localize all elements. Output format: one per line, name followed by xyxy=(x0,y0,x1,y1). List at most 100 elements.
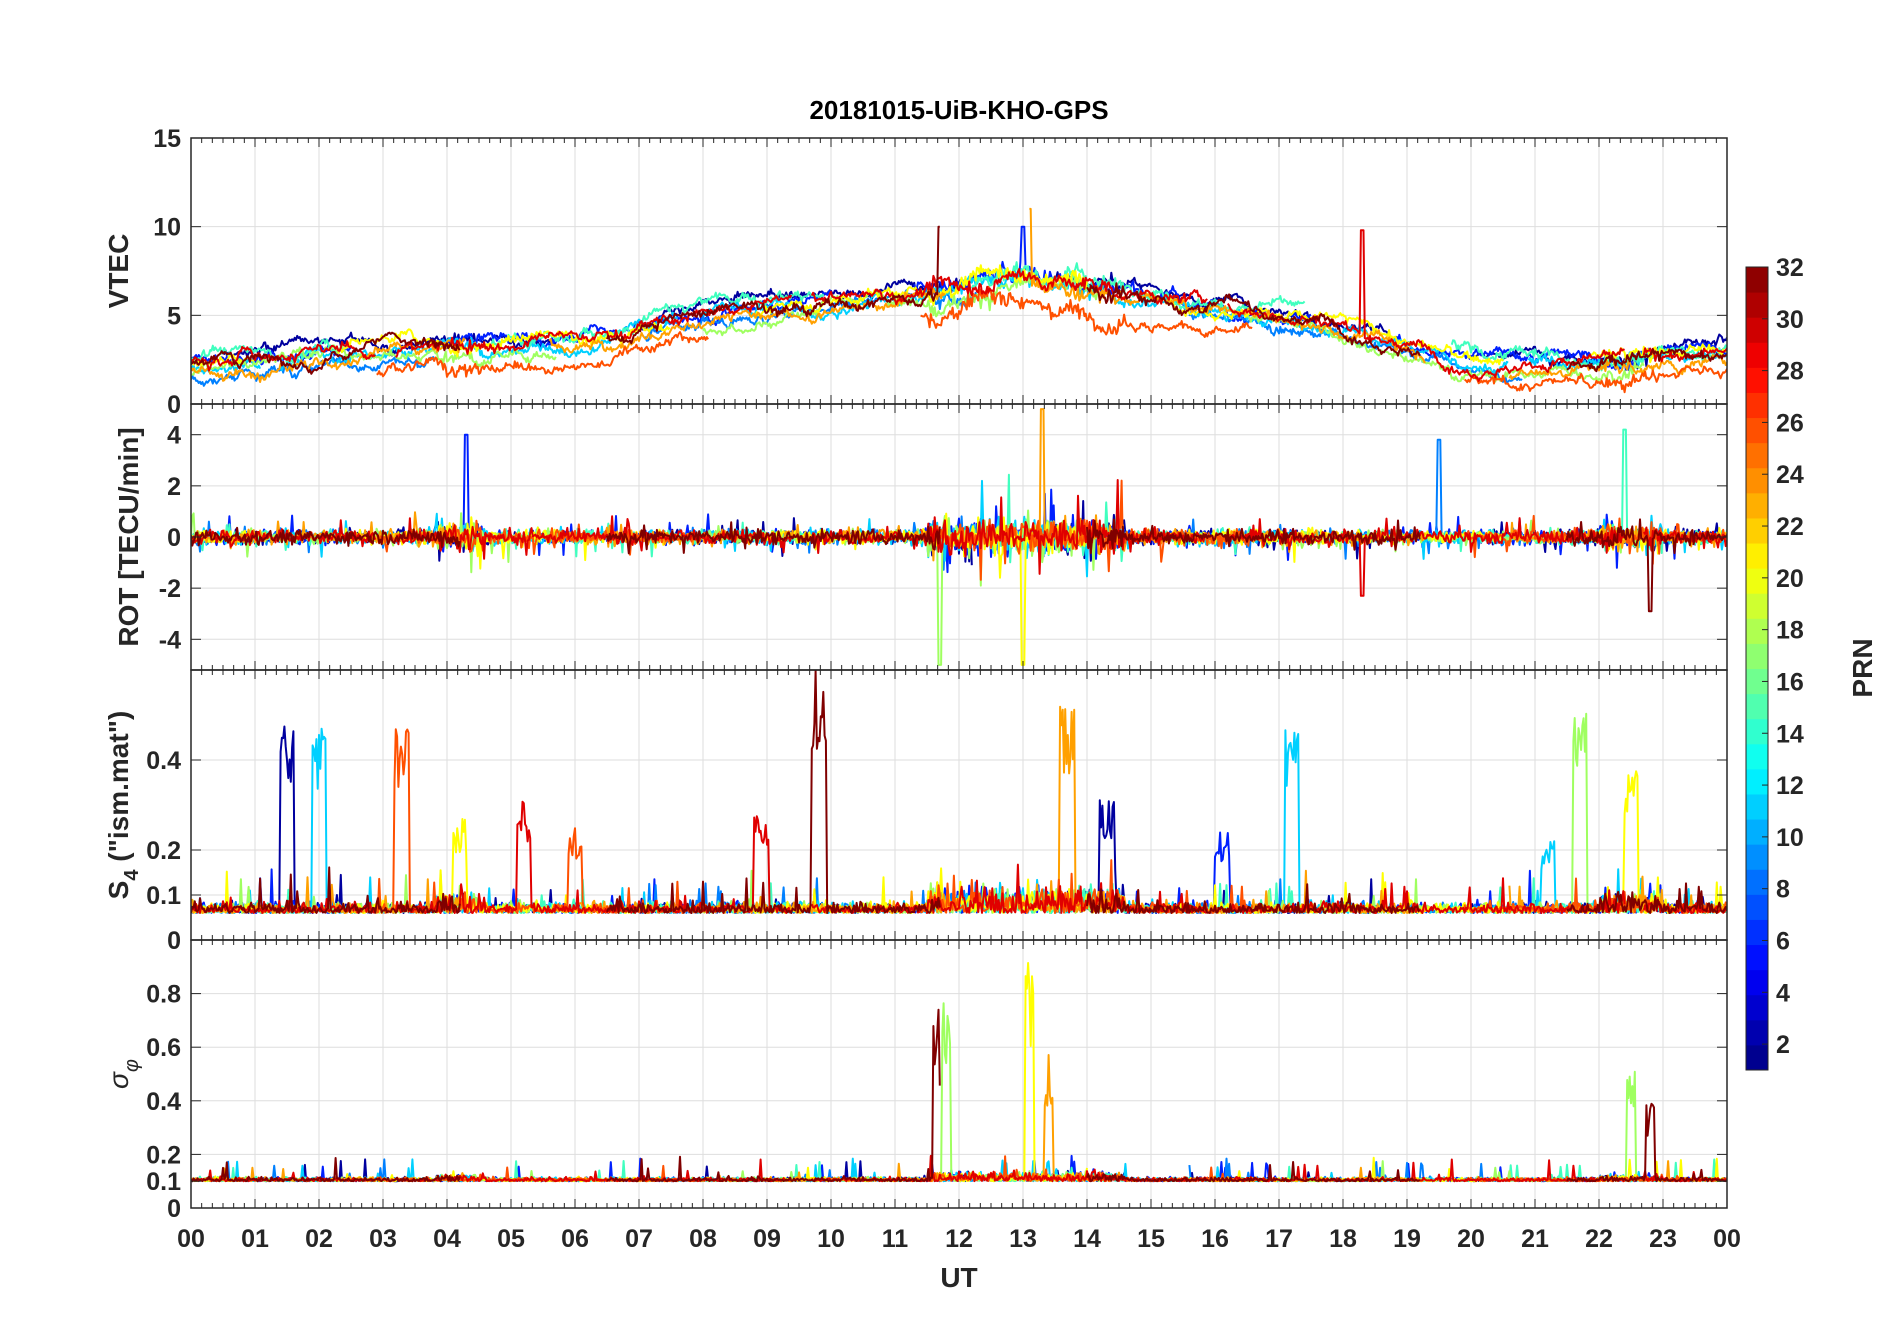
colorbar-swatch xyxy=(1746,392,1768,419)
y-tick-label: 5 xyxy=(167,302,181,330)
colorbar-tick-label: 8 xyxy=(1776,876,1790,904)
x-tick-label: 08 xyxy=(689,1225,717,1253)
x-tick-label: 12 xyxy=(945,1225,973,1253)
x-tick-label: 18 xyxy=(1329,1225,1357,1253)
y-tick-label: 4 xyxy=(167,422,181,450)
colorbar-swatch xyxy=(1746,894,1768,920)
colorbar-swatch xyxy=(1746,317,1768,343)
colorbar-swatch xyxy=(1746,342,1768,368)
colorbar-swatch xyxy=(1746,819,1768,845)
colorbar-swatch xyxy=(1746,668,1768,695)
x-tick-label: 11 xyxy=(882,1225,909,1253)
colorbar-swatch xyxy=(1746,593,1768,619)
series-prn-32 xyxy=(191,670,1727,914)
colorbar-tick-label: 14 xyxy=(1776,720,1804,748)
y-tick-label: -4 xyxy=(159,626,181,654)
panel-rot: -4 -2 0 2 4 ROT [TECU/min] xyxy=(113,403,1728,671)
colorbar-swatch xyxy=(1746,417,1768,444)
x-tick-label: 01 xyxy=(241,1225,269,1253)
colorbar-swatch xyxy=(1746,844,1768,870)
colorbar-swatch xyxy=(1746,543,1768,569)
colorbar-swatch xyxy=(1746,969,1768,996)
x-tick-label: 19 xyxy=(1393,1225,1421,1253)
colorbar-swatch xyxy=(1746,768,1768,795)
y-tick-label: 0.2 xyxy=(146,837,181,865)
colorbar-tick-label: 12 xyxy=(1776,772,1804,800)
y-tick-label: 0.2 xyxy=(146,1141,181,1169)
colorbar-tick-label: 20 xyxy=(1776,565,1804,593)
x-tick-label: 05 xyxy=(497,1225,525,1253)
colorbar-swatch xyxy=(1746,568,1768,594)
x-tick-label: 00 xyxy=(177,1225,205,1253)
y-axis-label-s4: S4 ("ism.mat") xyxy=(103,711,143,900)
series-prn-32 xyxy=(191,518,1727,613)
series-group-sigma_phi xyxy=(191,962,1727,1183)
colorbar-tick-label: 28 xyxy=(1776,358,1804,386)
grid-sigma_phi xyxy=(191,940,1727,1208)
y-tick-label: 0.4 xyxy=(146,1088,181,1116)
x-tick-label: 15 xyxy=(1137,1225,1165,1253)
y-tick-label: 0 xyxy=(167,927,181,955)
colorbar-swatch xyxy=(1746,618,1768,644)
panel-sigma_phi: 00.10.2 0.4 0.6 0.8 σφ xyxy=(103,939,1728,1223)
x-tick-label: 04 xyxy=(433,1225,461,1253)
y-tick-label: -2 xyxy=(159,575,181,603)
colorbar-tick-label: 2 xyxy=(1776,1031,1790,1059)
series-prn-14 xyxy=(191,261,1727,372)
colorbar-label: PRN xyxy=(1847,638,1878,697)
colorbar-swatch xyxy=(1746,267,1768,293)
colorbar-swatch xyxy=(1746,793,1768,820)
colorbar-swatch xyxy=(1746,944,1768,971)
colorbar-swatch xyxy=(1746,994,1768,1021)
series-prn-32 xyxy=(191,225,1727,375)
colorbar-swatch xyxy=(1746,292,1768,318)
x-tick-label: 16 xyxy=(1201,1225,1229,1253)
x-tick-label: 00 xyxy=(1713,1225,1741,1253)
x-tick-label: 06 xyxy=(561,1225,589,1253)
x-tick-label: 09 xyxy=(753,1225,781,1253)
colorbar-swatch xyxy=(1746,643,1768,669)
colorbar-tick-label: 10 xyxy=(1776,824,1804,852)
y-tick-label: 2 xyxy=(167,473,181,501)
y-axis-label-rot: ROT [TECU/min] xyxy=(113,427,144,646)
colorbar-tick-label: 26 xyxy=(1776,409,1804,437)
series-group-rot xyxy=(191,408,1727,666)
panel-s4: 0 0.1 0.2 0.4S4 ("ism.mat") xyxy=(103,669,1728,955)
colorbar-swatch xyxy=(1746,919,1768,946)
x-tick-label: 17 xyxy=(1265,1225,1293,1253)
y-tick-label: 0.8 xyxy=(146,981,181,1009)
series-prn-32 xyxy=(191,1008,1727,1183)
colorbar-swatch xyxy=(1746,1019,1768,1046)
series-prn-23 xyxy=(191,207,1727,383)
colorbar-swatch xyxy=(1746,367,1768,393)
y-axis-label-vtec: VTEC xyxy=(103,234,134,309)
series-group-vtec xyxy=(191,207,1727,394)
colorbar-swatch xyxy=(1746,492,1768,519)
y-axis-label-sigma_phi: σφ xyxy=(103,1059,143,1089)
x-tick-label: 10 xyxy=(817,1225,845,1253)
x-tick-label: 21 xyxy=(1521,1225,1549,1253)
colorbar-tick-label: 24 xyxy=(1776,461,1804,489)
x-tick-label: 22 xyxy=(1585,1225,1613,1253)
x-tick-label: 02 xyxy=(305,1225,333,1253)
series-prn-29 xyxy=(191,800,1727,914)
y-tick-label: 10 xyxy=(153,214,181,242)
series-prn-5 xyxy=(191,831,1727,914)
colorbar-tick-label: 30 xyxy=(1776,306,1804,334)
colorbar-tick-label: 6 xyxy=(1776,927,1790,955)
colorbar-tick-label: 22 xyxy=(1776,513,1804,541)
colorbar-swatch xyxy=(1746,869,1768,895)
x-tick-label: 07 xyxy=(625,1225,653,1253)
series-group-s4 xyxy=(191,670,1727,914)
x-tick-label: 14 xyxy=(1073,1225,1101,1253)
colorbar-swatch xyxy=(1746,517,1768,544)
colorbar-tick-label: 4 xyxy=(1776,979,1790,1007)
colorbar-tick-label: 32 xyxy=(1776,254,1804,282)
y-tick-label: 0 xyxy=(167,391,181,419)
y-tick-label: 0.1 xyxy=(146,882,181,910)
y-tick-label: 0.6 xyxy=(146,1034,181,1062)
colorbar-swatch xyxy=(1746,693,1768,720)
y-tick-label: 0.1 xyxy=(146,1168,181,1196)
colorbar-swatch xyxy=(1746,442,1768,469)
series-prn-29 xyxy=(191,229,1727,382)
